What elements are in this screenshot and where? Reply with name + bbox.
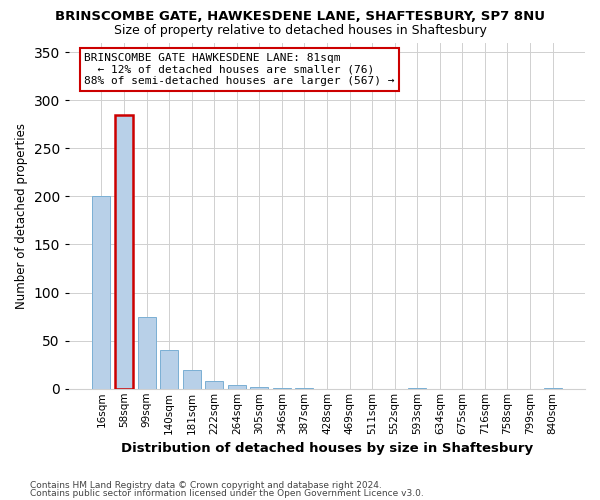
Text: BRINSCOMBE GATE HAWKESDENE LANE: 81sqm
  ← 12% of detached houses are smaller (7: BRINSCOMBE GATE HAWKESDENE LANE: 81sqm ←… (85, 53, 395, 86)
Bar (137, 316, 155, 389)
Text: Contains HM Land Registry data © Crown copyright and database right 2024.: Contains HM Land Registry data © Crown c… (30, 480, 382, 490)
Text: Size of property relative to detached houses in Shaftesbury: Size of property relative to detached ho… (113, 24, 487, 37)
Bar (250, 387, 268, 389)
Bar (544, 388, 562, 389)
Bar (408, 388, 426, 389)
Bar (160, 350, 178, 389)
Bar (273, 388, 291, 389)
Text: Contains public sector information licensed under the Open Government Licence v3: Contains public sector information licen… (30, 489, 424, 498)
X-axis label: Distribution of detached houses by size in Shaftesbury: Distribution of detached houses by size … (121, 442, 533, 455)
Bar (115, 114, 133, 389)
Bar (228, 385, 246, 389)
Y-axis label: Number of detached properties: Number of detached properties (15, 122, 28, 308)
Bar (205, 381, 223, 389)
Bar (182, 370, 200, 389)
Bar (92, 196, 110, 389)
Text: BRINSCOMBE GATE, HAWKESDENE LANE, SHAFTESBURY, SP7 8NU: BRINSCOMBE GATE, HAWKESDENE LANE, SHAFTE… (55, 10, 545, 23)
Bar (295, 388, 313, 389)
